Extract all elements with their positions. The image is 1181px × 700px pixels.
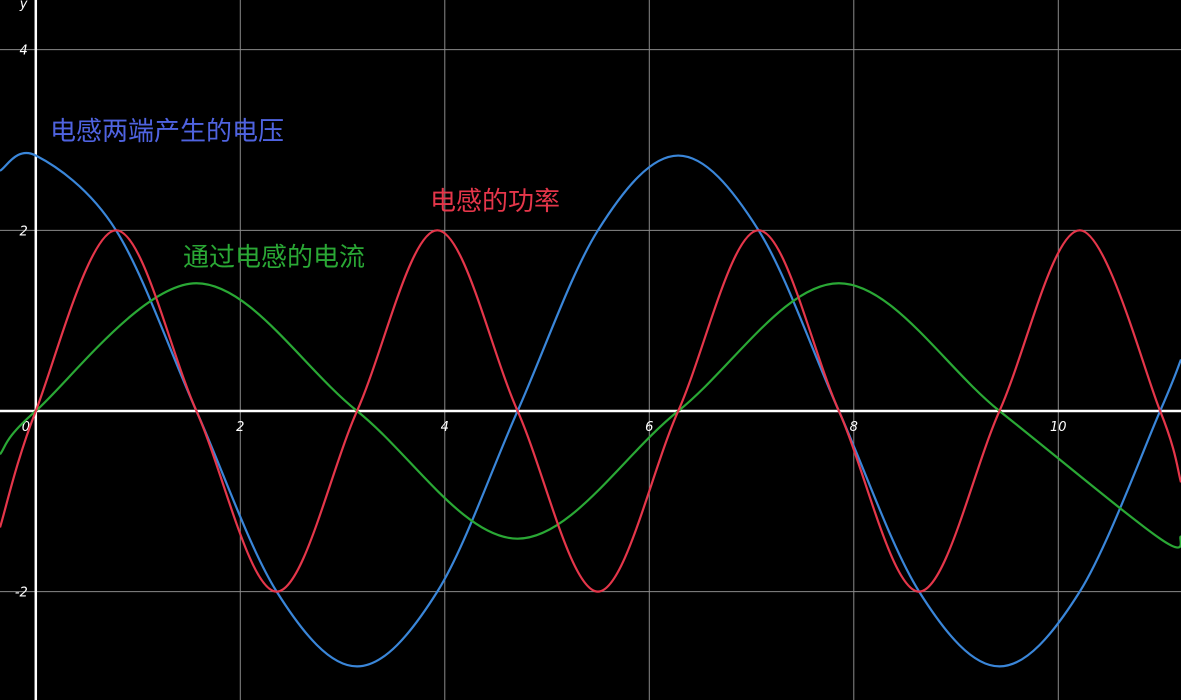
series-annotations: 电感两端产生的电压 电感的功率 通过电感的电流 <box>50 117 560 273</box>
y-axis-label: y <box>19 0 28 12</box>
series-line-power <box>0 229 1181 593</box>
series-lines <box>0 152 1181 668</box>
annotation-current: 通过电感的电流 <box>183 243 365 273</box>
annotation-power: 电感的功率 <box>430 187 560 217</box>
x-tick-label: 6 <box>645 420 653 435</box>
y-tick-label: 2 <box>20 224 28 239</box>
x-tick-label: 0 <box>22 420 30 435</box>
annotation-voltage: 电感两端产生的电压 <box>50 117 284 147</box>
y-tick-label: -2 <box>15 586 28 601</box>
x-tick-label: 4 <box>441 420 449 435</box>
tick-labels: y 0 2 4 6 8 10 4 2 -2 <box>15 0 1067 601</box>
y-tick-label: 4 <box>20 44 28 59</box>
series-line-current <box>0 282 1181 549</box>
x-tick-label: 8 <box>850 420 858 435</box>
x-tick-label: 10 <box>1050 420 1067 435</box>
x-tick-label: 2 <box>236 420 244 435</box>
